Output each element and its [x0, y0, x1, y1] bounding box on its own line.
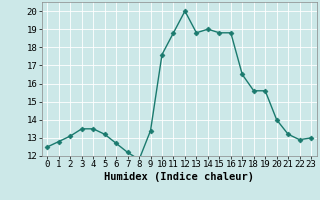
X-axis label: Humidex (Indice chaleur): Humidex (Indice chaleur) [104, 172, 254, 182]
